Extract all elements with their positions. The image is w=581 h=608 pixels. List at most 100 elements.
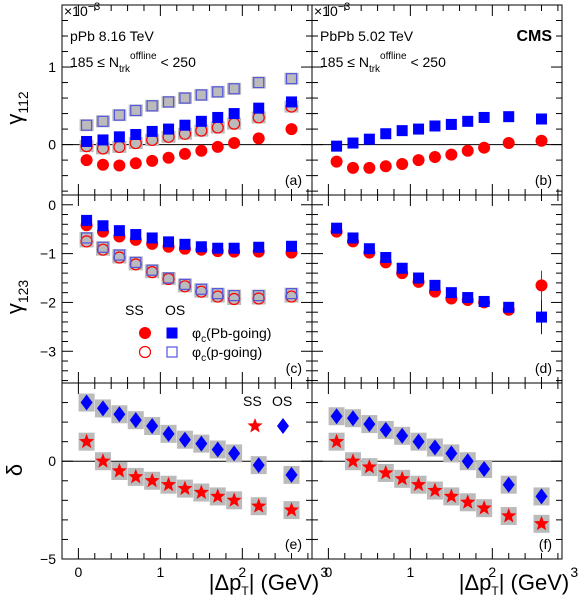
point-e-ss_star — [251, 498, 267, 513]
point-a-ss_filled — [146, 154, 159, 167]
sys-box — [79, 231, 94, 244]
panel-frames-layer — [61, 4, 563, 560]
point-a-os_open — [253, 76, 265, 89]
point-b-os_filled — [478, 111, 490, 123]
point-f-os_diamond — [396, 427, 409, 444]
sys-box — [194, 88, 209, 101]
point-f-os_diamond — [346, 410, 359, 427]
y-axis-label-g112-part: 112 — [15, 91, 31, 114]
point-e-ss_star — [226, 492, 242, 507]
point-f-ss_star — [476, 500, 492, 515]
point-e-os_diamond — [195, 435, 208, 452]
point-a-os_filled — [163, 123, 175, 135]
point-a-os_filled — [286, 96, 298, 108]
sys-box — [128, 104, 143, 117]
legend-pb-going: φc(Pb-going) — [192, 325, 271, 345]
point-b-ss_filled — [445, 148, 458, 161]
sys-box — [227, 289, 242, 302]
point-d-os_filled — [429, 279, 441, 291]
point-e-os_diamond — [113, 406, 126, 423]
point-c-os_filled — [81, 214, 93, 226]
point-e-os_diamond — [228, 445, 241, 462]
sys-box — [284, 287, 299, 300]
y-tick-label: 1 — [48, 59, 56, 75]
point-f-os_diamond — [445, 445, 458, 462]
point-e-ss_star — [144, 472, 160, 488]
point-a-os_open — [195, 89, 207, 101]
point-a-os_open — [80, 119, 93, 131]
point-f-ss_star — [345, 453, 361, 468]
point-d-os_filled — [363, 243, 375, 255]
point-b-os_filled — [429, 120, 441, 132]
point-f-os_diamond — [461, 453, 474, 470]
sys-box — [128, 137, 143, 150]
legend-os-header: OS — [165, 302, 185, 318]
point-b-os_filled — [445, 118, 457, 130]
point-f-ss_star — [378, 464, 394, 480]
y-tick-label: 0 — [48, 453, 56, 469]
multiplicity-cut-label-part: offline — [130, 51, 157, 62]
point-e-ss_star — [111, 463, 127, 478]
scale-label-part: −3 — [88, 1, 101, 13]
y-axis-label-g123: γ123 — [2, 280, 31, 315]
point-c-os_filled — [163, 236, 175, 248]
point-a-ss_filled — [162, 151, 175, 164]
panel-label-c: (c) — [286, 360, 302, 376]
point-c-os_filled — [97, 220, 109, 232]
point-b-ss_filled — [412, 154, 425, 167]
point-f-ss_star — [394, 470, 410, 486]
point-f-ss_star — [460, 494, 476, 509]
point-a-os_filled — [195, 115, 207, 127]
point-c-os_open — [285, 288, 298, 300]
point-a-ss_filled — [129, 157, 142, 170]
y-tick-label: 0 — [48, 137, 56, 153]
legend-p-going: φc(p-going) — [192, 344, 262, 364]
point-f-os_diamond — [502, 476, 515, 493]
point-c-os_filled — [146, 232, 158, 244]
multiplicity-cut-label-part: trk — [369, 64, 381, 75]
point-c-os_open — [195, 283, 207, 295]
point-f-ss_star — [328, 433, 345, 449]
scale-label: ×10−3 — [314, 1, 350, 19]
sys-box — [251, 289, 266, 302]
point-f-os_diamond — [535, 488, 548, 505]
sys-box — [284, 72, 299, 85]
legend-ss-open — [138, 345, 152, 359]
point-a-os_filled — [253, 102, 265, 114]
x-tick-label: 0 — [74, 564, 82, 580]
y-tick-label: −1 — [40, 246, 56, 262]
legend-ss-filled — [139, 327, 151, 339]
x-axis-label-part: |Δp — [459, 570, 492, 595]
scale-label-part: ×10 — [64, 3, 88, 19]
point-e-ss_star — [128, 468, 144, 484]
point-a-os_filled — [212, 111, 224, 123]
point-a-ss_filled — [80, 154, 93, 167]
point-e-os_diamond — [252, 457, 265, 474]
point-f-os_diamond — [379, 421, 392, 438]
point-b-ss_filled — [535, 134, 548, 147]
y-axis-label-g112: γ112 — [2, 91, 31, 125]
point-b-ss_filled — [346, 161, 359, 174]
point-e-ss_star — [177, 480, 193, 496]
point-a-os_open — [146, 100, 158, 112]
y-tick-label: −5 — [40, 551, 56, 567]
y-axis-label-g112-part: γ — [2, 114, 27, 125]
legend-ss-header: SS — [125, 302, 144, 318]
point-d-os_filled — [331, 222, 343, 234]
point-a-os_filled — [97, 134, 109, 146]
legend-pb-going-part: c — [201, 334, 206, 345]
scale-label-part: −3 — [338, 1, 351, 13]
x-tick-label: 2 — [488, 564, 496, 580]
point-b-os_filled — [380, 128, 392, 140]
point-c-os_filled — [113, 225, 125, 237]
panel-label-f: (f) — [539, 536, 552, 552]
point-a-os_open — [228, 83, 240, 95]
point-c-os_open — [97, 241, 109, 253]
point-a-os_open — [212, 86, 224, 98]
point-f-ss_star — [361, 459, 377, 474]
point-a-ss_filled — [195, 144, 208, 157]
x-axis-label-part: | (GeV) — [499, 570, 570, 595]
legend-star — [247, 418, 263, 433]
point-e-os_diamond — [129, 412, 142, 429]
point-b-ss_filled — [363, 161, 376, 174]
